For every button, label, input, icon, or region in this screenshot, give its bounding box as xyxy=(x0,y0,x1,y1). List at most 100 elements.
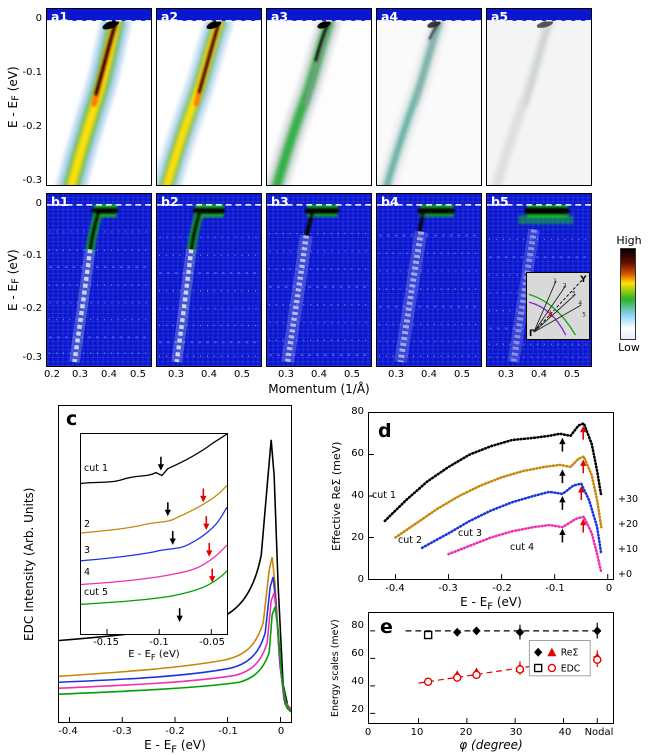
red-arrows xyxy=(199,487,217,584)
x-tick: -0.4 xyxy=(385,583,405,594)
x-tick: 40 xyxy=(558,727,572,738)
y-tick: -0.1 xyxy=(22,67,42,78)
legend-resigma-label: ReΣ xyxy=(561,648,579,659)
cut-label: cut 5 xyxy=(84,587,109,598)
panel-b2: b2 xyxy=(156,193,262,367)
panel-c-xlabel: E - EF (eV) xyxy=(144,738,206,755)
noise-texture xyxy=(158,236,260,357)
inset-x-tick: -0.05 xyxy=(199,637,225,648)
offset-label: +30 xyxy=(618,494,639,505)
cut-label: cut 1 xyxy=(84,463,109,474)
x-tick: 0.2 xyxy=(44,369,60,380)
panel-b4-heatmap xyxy=(377,204,481,364)
offset-label: +0 xyxy=(618,569,633,580)
x-tick: 0.3 xyxy=(72,369,88,380)
resigma-cut3 xyxy=(420,482,603,556)
energy-scales-ylabel: Energy scales (meV) xyxy=(330,619,341,717)
x-tick: 0.3 xyxy=(498,369,514,380)
dispersion-band xyxy=(491,17,554,185)
panel-label-a3: a3 xyxy=(271,9,289,24)
nodal-tick-label: Nodal xyxy=(584,727,614,738)
y-tick: 60 xyxy=(351,448,364,459)
panel-a1: a1 xyxy=(46,8,152,186)
x-tick: 0.5 xyxy=(234,369,250,380)
colorbar-high-label: High xyxy=(616,234,642,247)
y-tick: 60 xyxy=(351,648,364,659)
cut-label: 4 xyxy=(84,567,91,578)
panel-a2-heatmap xyxy=(157,9,261,185)
legend: ReΣ EDC xyxy=(528,640,591,677)
panel-e-xlabel: φ (degree) xyxy=(459,738,523,752)
x-tick: 0.5 xyxy=(564,369,580,380)
cut-label: 3 xyxy=(84,545,91,556)
flat-band xyxy=(417,204,455,234)
x-tick: 0.3 xyxy=(278,369,294,380)
panel-a3: a3 xyxy=(266,8,372,186)
cut-number: 4 xyxy=(578,301,582,307)
panel-a3-heatmap xyxy=(267,9,371,185)
cut-lines xyxy=(533,280,582,333)
x-tick: 0 xyxy=(364,727,372,738)
brillouin-zone-inset: 1 2 3 4 5 Γ Y xyxy=(526,272,590,340)
legend-circle-icon xyxy=(547,663,557,673)
cut-label: cut 3 xyxy=(458,528,483,539)
x-tick: 0.3 xyxy=(388,369,404,380)
panel-b5-heatmap xyxy=(487,203,591,363)
y-point-label: Y xyxy=(579,275,587,285)
x-tick: -0.3 xyxy=(438,583,458,594)
cut-number: 1 xyxy=(553,279,557,285)
axis-ticks xyxy=(370,630,598,723)
y-tick: -0.3 xyxy=(22,352,42,363)
fermi-surface-arc xyxy=(528,301,567,336)
cut-number: 5 xyxy=(582,313,586,319)
inset-curve-cut4 xyxy=(81,544,227,586)
x-tick: 0 xyxy=(605,583,613,594)
panel-label-a1: a1 xyxy=(51,9,69,24)
offset-label: +20 xyxy=(618,519,639,530)
axis-ticks xyxy=(69,717,281,722)
energy-scales-scatter: ReΣ EDC xyxy=(370,622,603,723)
axis-ticks xyxy=(106,629,212,634)
noise-texture xyxy=(378,234,480,357)
cut-number: 2 xyxy=(563,284,567,290)
x-tick: 30 xyxy=(509,727,523,738)
panel-label-b4: b4 xyxy=(381,194,399,209)
panel-label-a5: a5 xyxy=(491,9,509,24)
panel-b1-heatmap xyxy=(47,204,151,363)
inset-curve-cut3 xyxy=(81,506,227,562)
x-tick: 0.5 xyxy=(130,369,146,380)
cut-label: cut 1 xyxy=(372,490,397,501)
x-tick: 0.4 xyxy=(531,369,547,380)
x-tick: 0 xyxy=(277,726,285,737)
momentum-xlabel: Momentum (1/Å) xyxy=(268,382,370,396)
resigma-cut2 xyxy=(394,454,603,539)
y-tick: 0 xyxy=(35,198,42,209)
x-tick: -0.1 xyxy=(545,583,565,594)
legend-square-icon xyxy=(533,663,543,673)
black-diamond-points xyxy=(453,626,602,637)
panel-b4: b4 xyxy=(376,193,482,367)
cut-label: cut 2 xyxy=(398,535,423,546)
panel-a5-heatmap xyxy=(487,9,591,185)
panel-d-xlabel: E - EF (eV) xyxy=(460,595,522,613)
black-square-points xyxy=(423,630,433,640)
panel-b1: b1 xyxy=(46,193,152,367)
x-tick: 0.4 xyxy=(421,369,437,380)
noise-texture xyxy=(48,230,150,354)
panel-label-b3: b3 xyxy=(271,194,289,209)
y-tick: 40 xyxy=(351,490,364,501)
x-tick: 0.4 xyxy=(311,369,327,380)
panel-label-d: d xyxy=(378,420,392,442)
x-tick: 0.3 xyxy=(168,369,184,380)
y-tick: 80 xyxy=(351,406,364,417)
panel-e-plot: ReΣ EDC xyxy=(368,612,614,724)
inset-curve-cut5 xyxy=(81,570,227,605)
x-tick: 0.4 xyxy=(101,369,117,380)
edc-inset-curves xyxy=(81,434,227,634)
gamma-point-label: Γ xyxy=(529,329,535,339)
y-tick: 20 xyxy=(351,532,364,543)
panel-c-inset xyxy=(80,433,228,635)
panel-label-e: e xyxy=(380,616,393,638)
dispersive-branch xyxy=(507,228,540,363)
colorbar xyxy=(620,248,636,340)
